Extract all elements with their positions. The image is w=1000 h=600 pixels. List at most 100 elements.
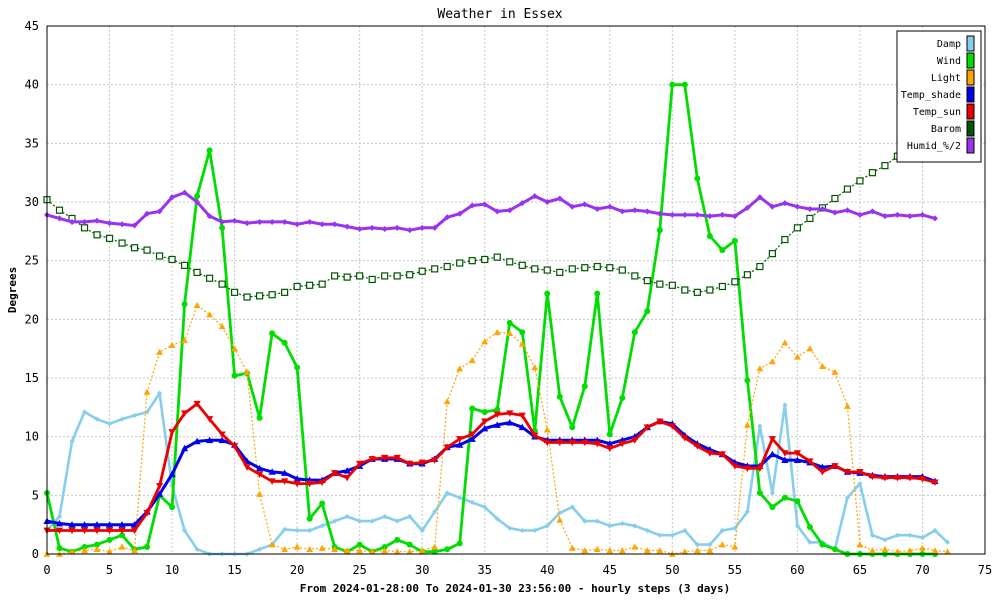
y-tick-label: 30 — [25, 195, 39, 209]
temp-sun-point — [581, 439, 589, 447]
legend-swatch-wind — [966, 52, 975, 69]
humid-2-point — [94, 217, 101, 224]
barom-point — [718, 282, 726, 291]
wind-point — [394, 536, 401, 543]
light-point — [894, 548, 901, 555]
temp-sun-point — [606, 445, 614, 452]
temp-sun-point — [593, 440, 601, 448]
humid-2-point — [394, 224, 401, 231]
temp-sun-point — [205, 416, 214, 423]
damp-point — [494, 516, 500, 522]
light-point — [218, 322, 226, 330]
barom-point — [331, 272, 339, 280]
damp-point — [344, 513, 350, 520]
x-tick-label: 50 — [665, 563, 679, 577]
humid-2-point — [669, 211, 676, 218]
y-tick-label: 10 — [25, 430, 39, 444]
wind-point — [731, 237, 738, 244]
light-point — [131, 547, 138, 554]
temp-sun-point — [256, 471, 264, 478]
x-tick-label: 55 — [728, 563, 742, 577]
barom-point — [93, 231, 101, 239]
barom-point — [268, 291, 276, 299]
temp-shade-point — [155, 490, 164, 498]
temp-sun-point — [155, 483, 164, 490]
barom-point — [881, 162, 889, 170]
barom-point — [193, 268, 201, 276]
wind-point — [306, 515, 313, 522]
temp-sun-point — [918, 476, 927, 483]
humid-2-point — [831, 209, 838, 216]
wind-point — [681, 81, 688, 88]
damp-point — [444, 490, 450, 496]
barom-point — [681, 286, 689, 294]
humid-2-point — [194, 199, 201, 205]
light-point — [243, 368, 251, 375]
light-point — [393, 548, 401, 555]
wind-point — [694, 175, 701, 182]
temp-sun-point — [381, 454, 389, 462]
damp-point — [707, 542, 713, 548]
barom-point — [531, 265, 539, 273]
barom-point — [806, 214, 814, 223]
wind-point — [481, 409, 488, 416]
chart-title: Weather in Essex — [437, 7, 562, 22]
barom-point — [731, 278, 739, 286]
temp-sun-point — [893, 474, 902, 482]
damp-point — [657, 532, 663, 538]
light-point — [856, 541, 864, 548]
legend-swatch-barom — [966, 120, 975, 137]
barom-point — [168, 255, 176, 264]
humid-2-point — [694, 211, 701, 218]
barom-point — [706, 286, 714, 294]
damp-point — [131, 412, 138, 419]
temp-shade-point — [281, 469, 289, 476]
wind-point — [106, 536, 113, 543]
humid-2-point — [931, 215, 938, 222]
barom-point — [118, 239, 126, 247]
barom-point — [518, 261, 526, 269]
light-point — [656, 547, 664, 554]
y-tick-label: 5 — [32, 488, 39, 502]
damp-point — [669, 532, 675, 538]
temp-shade-point — [456, 441, 464, 448]
damp-point — [419, 527, 425, 534]
wind-point — [806, 524, 813, 531]
barom-point — [543, 266, 551, 274]
barom-point — [843, 185, 852, 193]
damp-point — [519, 527, 525, 534]
light-point — [81, 547, 88, 554]
light-point — [443, 398, 451, 405]
damp-point — [532, 527, 538, 534]
y-tick-label: 0 — [32, 547, 39, 561]
temp-sun-point — [80, 527, 89, 535]
temp-sun-point — [130, 527, 139, 535]
temp-sun-point — [368, 456, 376, 463]
temp-shade-point — [268, 468, 276, 475]
humid-2-point — [306, 218, 313, 225]
temp-sun-point — [806, 458, 814, 465]
barom-point — [456, 259, 464, 267]
barom-point — [493, 253, 501, 261]
wind-point — [294, 364, 301, 371]
wind-point — [444, 546, 451, 553]
barom-point — [631, 272, 639, 280]
humid-2-point — [294, 221, 301, 228]
barom-point — [643, 277, 651, 285]
light-point — [568, 544, 576, 551]
light-point — [356, 547, 364, 554]
temp-sun-point — [556, 439, 564, 447]
temp-sun-point — [643, 424, 651, 431]
humid-2-point — [456, 210, 463, 217]
x-tick-label: 60 — [790, 563, 804, 577]
temp-sun-point — [105, 527, 114, 535]
damp-point — [81, 409, 88, 415]
humid-2-point — [581, 201, 588, 208]
temp-shade-point — [105, 521, 114, 528]
wind-point — [831, 546, 838, 553]
legend-swatch-damp — [966, 35, 975, 52]
barom-point — [281, 288, 289, 296]
barom-point — [418, 267, 426, 275]
damp-point — [307, 527, 313, 534]
